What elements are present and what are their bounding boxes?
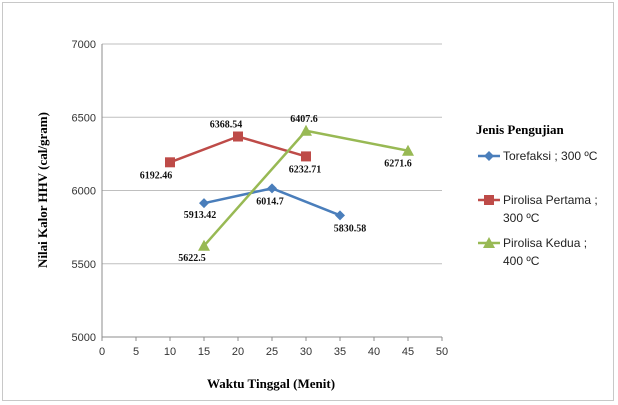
data-label: 6232.71 bbox=[289, 164, 322, 175]
x-tick-label: 0 bbox=[99, 346, 105, 358]
y-tick-label: 5500 bbox=[72, 259, 96, 271]
data-point bbox=[267, 183, 277, 194]
legend-label: Torefaksi ; 300 ºC bbox=[503, 149, 598, 163]
legend-title: Jenis Pengujian bbox=[476, 122, 565, 137]
x-tick-label: 45 bbox=[402, 346, 414, 358]
x-tick-label: 5 bbox=[133, 346, 139, 358]
data-label: 6192.46 bbox=[140, 170, 173, 181]
legend-marker bbox=[484, 195, 494, 205]
data-label: 6407.6 bbox=[290, 114, 318, 125]
data-label: 5830.58 bbox=[334, 223, 367, 234]
data-point bbox=[301, 151, 311, 162]
legend-marker bbox=[483, 237, 495, 248]
legend-label: 400 ºC bbox=[503, 254, 540, 268]
data-point bbox=[233, 131, 243, 142]
legend-label: Pirolisa Pertama ; bbox=[503, 193, 598, 207]
data-point bbox=[199, 198, 209, 209]
data-label: 6368.54 bbox=[210, 120, 243, 131]
y-tick-label: 6000 bbox=[72, 186, 96, 198]
data-point bbox=[335, 210, 345, 221]
data-label: 5913.42 bbox=[184, 210, 217, 221]
legend-marker bbox=[484, 151, 494, 161]
x-tick-label: 50 bbox=[436, 346, 448, 358]
x-tick-label: 35 bbox=[334, 346, 346, 358]
y-tick-label: 5000 bbox=[72, 332, 96, 344]
x-tick-labels: 0 5 10 15 20 25 30 35 40 45 50 bbox=[99, 346, 448, 358]
y-tick-label: 7000 bbox=[72, 39, 96, 51]
x-tick-label: 15 bbox=[198, 346, 210, 358]
y-axis-title: Nilai Kalor HHV (cal/gram) bbox=[35, 112, 50, 268]
x-tick-label: 30 bbox=[300, 346, 312, 358]
legend: Jenis Pengujian Torefaksi ; 300 ºC Piroli… bbox=[476, 122, 598, 268]
gridlines bbox=[102, 43, 442, 338]
x-tick-label: 40 bbox=[368, 346, 380, 358]
data-labels: 5913.42 6014.7 5830.58 6192.46 6368.54 6232.7… bbox=[140, 114, 412, 264]
series-group bbox=[165, 124, 414, 251]
y-tick-label: 6500 bbox=[72, 112, 96, 124]
data-point bbox=[165, 157, 175, 168]
data-label: 6014.7 bbox=[256, 196, 284, 207]
data-point bbox=[198, 239, 210, 251]
x-axis-title: Waktu Tinggal (Menit) bbox=[207, 376, 335, 391]
legend-label: Pirolisa Kedua ; bbox=[503, 236, 587, 250]
x-tick-label: 10 bbox=[164, 346, 176, 358]
data-label: 5622.5 bbox=[178, 253, 206, 264]
data-point bbox=[300, 124, 312, 136]
y-tick-labels: 5000 5500 6000 6500 7000 bbox=[72, 39, 96, 344]
x-tick-label: 20 bbox=[232, 346, 244, 358]
x-tick-label: 25 bbox=[266, 346, 278, 358]
data-point bbox=[402, 144, 414, 156]
axes bbox=[101, 44, 443, 341]
legend-label: 300 ºC bbox=[503, 211, 540, 225]
series-line bbox=[203, 129, 409, 247]
data-label: 6271.6 bbox=[384, 159, 412, 170]
